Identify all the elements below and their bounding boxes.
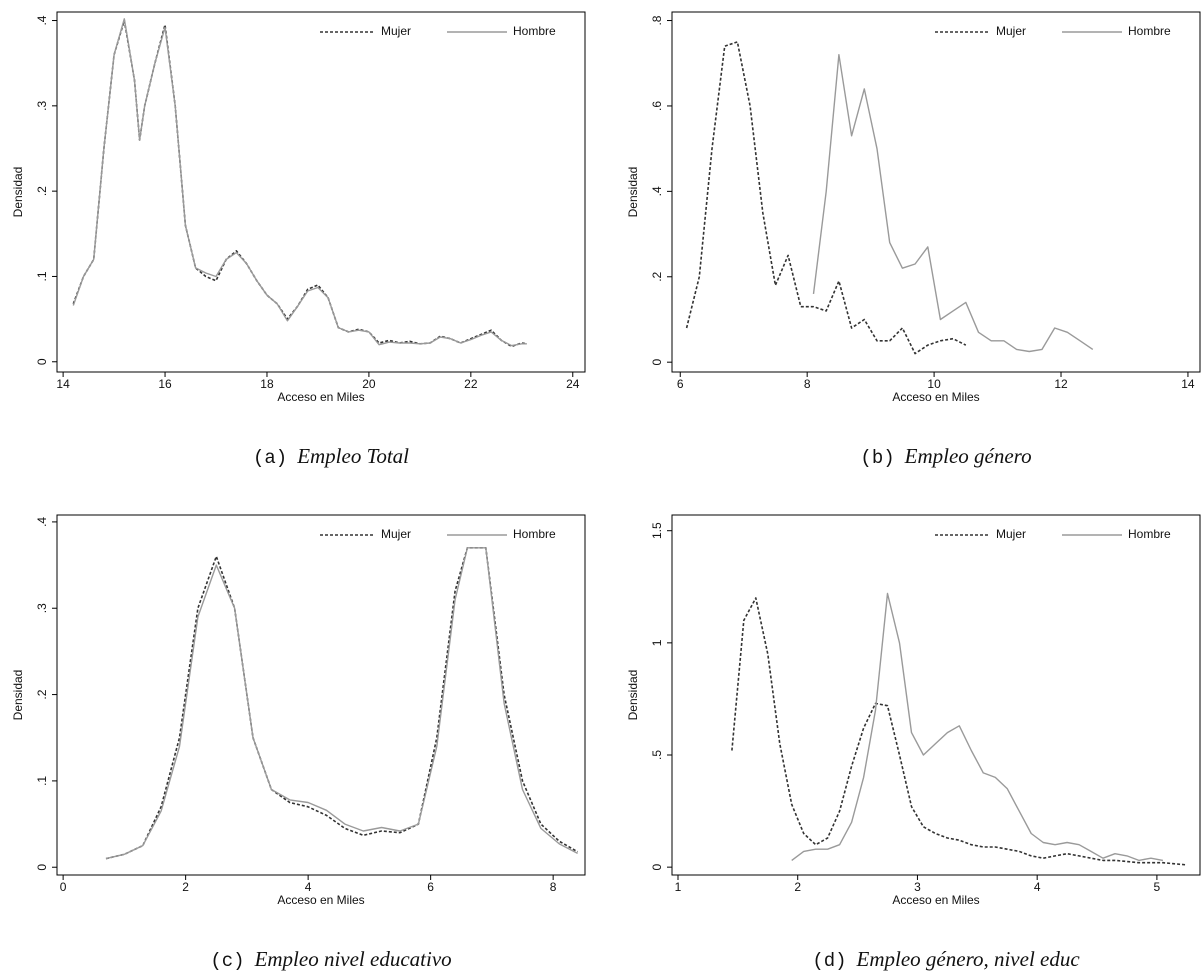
x-tick-label: 1 <box>675 880 682 894</box>
legend-label: Hombre <box>1128 24 1171 38</box>
x-tick-label: 4 <box>305 880 312 894</box>
x-tick-label: 2 <box>794 880 801 894</box>
caption: (a) Empleo Total <box>253 444 409 469</box>
x-tick-label: 2 <box>182 880 189 894</box>
x-tick-label: 3 <box>914 880 921 894</box>
x-tick-label: 22 <box>464 377 478 391</box>
density-line <box>105 547 578 860</box>
plot-frame <box>671 514 1201 876</box>
y-tick-label: 1.5 <box>650 522 664 539</box>
plot-frame <box>56 11 586 373</box>
caption-label: (b) <box>860 447 894 469</box>
legend-label: Hombre <box>513 24 556 38</box>
x-tick-label: 10 <box>927 377 941 391</box>
y-axis-label: Densidad <box>11 670 25 721</box>
caption: (c) Empleo nivel educativo <box>210 947 451 972</box>
density-line <box>812 54 1094 353</box>
caption: (d) Empleo género, nivel educ <box>812 947 1080 972</box>
x-tick-label: 16 <box>158 377 172 391</box>
y-tick-label: .8 <box>650 15 664 25</box>
x-tick-label: 8 <box>550 880 557 894</box>
density-line <box>72 18 527 347</box>
y-tick-label: .1 <box>35 271 49 281</box>
y-tick-label: .2 <box>650 271 664 281</box>
x-tick-label: 18 <box>260 377 274 391</box>
y-tick-label: 1 <box>650 639 664 646</box>
y-tick-label: .5 <box>650 750 664 760</box>
caption-label: (a) <box>253 447 287 469</box>
plot-frame <box>671 11 1201 373</box>
legend-label: Mujer <box>381 24 411 38</box>
density-line <box>105 547 578 860</box>
y-axis-label: Densidad <box>11 167 25 218</box>
density-line <box>731 597 1187 866</box>
y-tick-label: .2 <box>35 186 49 196</box>
x-tick-label: 12 <box>1054 377 1068 391</box>
legend-label: Mujer <box>381 527 411 541</box>
y-tick-label: .4 <box>650 186 664 196</box>
legend-label: Hombre <box>1128 527 1171 541</box>
x-tick-label: 8 <box>804 377 811 391</box>
x-tick-label: 24 <box>566 377 580 391</box>
caption-text: Empleo nivel educativo <box>254 947 452 971</box>
density-line <box>685 41 967 355</box>
y-tick-label: .4 <box>35 15 49 25</box>
x-tick-label: 14 <box>56 377 70 391</box>
y-tick-label: .6 <box>650 101 664 111</box>
x-tick-label: 6 <box>677 377 684 391</box>
caption-text: Empleo género, nivel educ <box>856 947 1081 971</box>
density-line <box>72 19 528 348</box>
x-axis-label: Acceso en Miles <box>892 893 979 907</box>
y-tick-label: 0 <box>650 863 664 870</box>
x-axis-label: Acceso en Miles <box>277 893 364 907</box>
legend-label: Hombre <box>513 527 556 541</box>
x-tick-label: 6 <box>427 880 434 894</box>
y-tick-label: 0 <box>35 864 49 871</box>
x-tick-label: 5 <box>1154 880 1161 894</box>
x-tick-label: 0 <box>60 880 67 894</box>
y-tick-label: .3 <box>35 603 49 613</box>
caption: (b) Empleo género <box>860 444 1031 469</box>
y-tick-label: .3 <box>35 101 49 111</box>
x-tick-label: 14 <box>1181 377 1195 391</box>
y-axis-label: Densidad <box>626 670 640 721</box>
x-tick-label: 20 <box>362 377 376 391</box>
legend-label: Mujer <box>996 24 1026 38</box>
x-tick-label: 4 <box>1034 880 1041 894</box>
x-axis-label: Acceso en Miles <box>277 390 364 404</box>
legend-label: Mujer <box>996 527 1026 541</box>
y-tick-label: 0 <box>650 359 664 366</box>
y-axis-label: Densidad <box>626 167 640 218</box>
y-tick-label: .4 <box>35 517 49 527</box>
x-axis-label: Acceso en Miles <box>892 390 979 404</box>
plot-frame <box>56 514 586 876</box>
y-tick-label: .1 <box>35 776 49 786</box>
density-line <box>791 592 1164 862</box>
caption-label: (c) <box>210 950 244 972</box>
caption-label: (d) <box>812 950 846 972</box>
y-tick-label: 0 <box>35 358 49 365</box>
caption-text: Empleo Total <box>296 444 409 468</box>
caption-text: Empleo género <box>904 444 1032 468</box>
y-tick-label: .2 <box>35 689 49 699</box>
